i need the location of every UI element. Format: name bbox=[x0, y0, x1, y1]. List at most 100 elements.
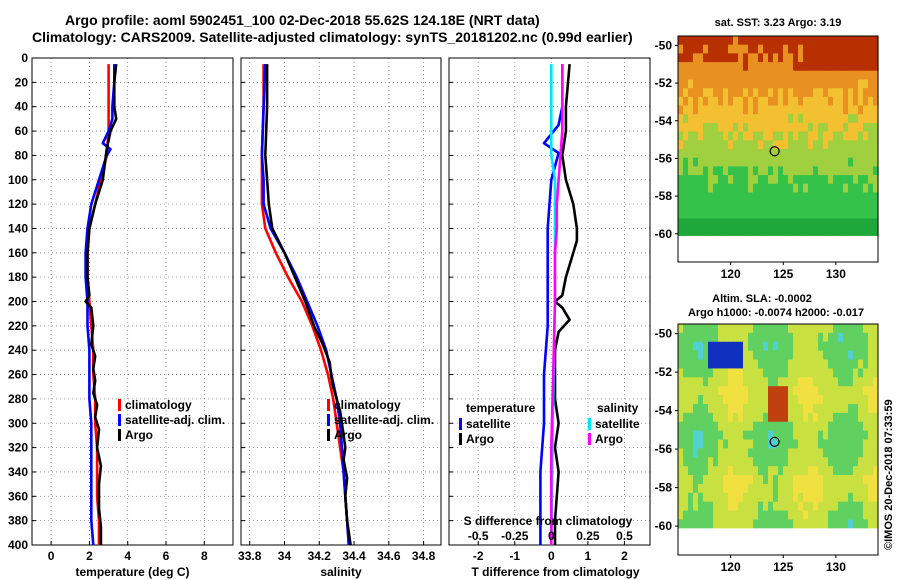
map-cell bbox=[823, 96, 829, 107]
map-cell bbox=[838, 430, 844, 441]
map-cell bbox=[768, 244, 774, 254]
map-cell bbox=[798, 466, 804, 476]
map-cell bbox=[863, 457, 869, 467]
map-cell bbox=[798, 332, 804, 343]
map-cell bbox=[743, 332, 749, 343]
map-cell bbox=[863, 175, 869, 185]
map-cell bbox=[813, 519, 819, 529]
map-cell bbox=[678, 341, 684, 352]
map-cell bbox=[788, 36, 794, 46]
map-cell bbox=[678, 359, 684, 370]
map-cell bbox=[828, 359, 834, 370]
map-cell bbox=[838, 175, 844, 185]
map-cell bbox=[813, 175, 819, 185]
map-cell bbox=[853, 157, 859, 167]
map-cell bbox=[788, 131, 794, 141]
map-cell bbox=[823, 457, 829, 467]
map-cell bbox=[773, 175, 779, 185]
map-cell bbox=[793, 201, 799, 211]
map-cell bbox=[768, 341, 774, 352]
map-cell bbox=[698, 377, 704, 387]
map-cell bbox=[868, 53, 874, 63]
map-cell bbox=[753, 218, 759, 228]
map-cell bbox=[778, 70, 784, 81]
map-cell bbox=[693, 386, 699, 396]
map-cell bbox=[758, 350, 764, 361]
map-cell bbox=[678, 403, 684, 414]
map-cell bbox=[873, 395, 879, 405]
map-cell bbox=[748, 395, 754, 405]
map-cell bbox=[708, 492, 714, 503]
map-cell bbox=[818, 457, 824, 467]
map-cell bbox=[863, 36, 869, 46]
map-cell bbox=[808, 395, 814, 405]
map-cell bbox=[763, 430, 769, 441]
map-cell bbox=[683, 519, 689, 529]
map-cell bbox=[863, 209, 869, 220]
legend-label: satellite bbox=[595, 417, 640, 431]
map-cell bbox=[818, 359, 824, 370]
map-cell bbox=[753, 114, 759, 124]
map-cell bbox=[683, 528, 689, 538]
map-cell bbox=[778, 79, 784, 89]
map-cell bbox=[713, 377, 719, 387]
map-cell bbox=[828, 235, 834, 246]
map-cell bbox=[678, 546, 684, 556]
map-cell bbox=[688, 227, 694, 237]
map-cell bbox=[778, 235, 784, 246]
map-cell bbox=[678, 448, 684, 458]
map-cell bbox=[763, 209, 769, 220]
map-cell bbox=[783, 412, 789, 423]
map-x-tick-label: 120 bbox=[721, 267, 741, 281]
map-cell bbox=[768, 235, 774, 246]
map-cell bbox=[708, 209, 714, 220]
map-cell bbox=[778, 466, 784, 476]
map-cell bbox=[713, 36, 719, 46]
map-cell bbox=[748, 36, 754, 46]
map-cell bbox=[868, 122, 874, 133]
map-cell bbox=[703, 546, 709, 556]
map-cell bbox=[848, 421, 854, 432]
map-cell bbox=[743, 96, 749, 107]
map-cell bbox=[848, 36, 854, 46]
map-cell bbox=[723, 448, 729, 458]
map-cell bbox=[703, 36, 709, 46]
map-cell bbox=[853, 79, 859, 89]
map-cell bbox=[708, 519, 714, 529]
map-cell bbox=[708, 166, 714, 176]
map-cell bbox=[863, 324, 869, 334]
map-cell bbox=[718, 79, 724, 89]
map-cell bbox=[788, 421, 794, 432]
map-cell bbox=[793, 140, 799, 150]
map-cell bbox=[863, 537, 869, 547]
map-cell bbox=[793, 44, 799, 54]
map-cell bbox=[843, 122, 849, 133]
map-cell bbox=[683, 201, 689, 211]
map-cell bbox=[833, 519, 839, 529]
map-cell bbox=[858, 457, 864, 467]
legend-swatch bbox=[588, 418, 591, 430]
map-cell bbox=[763, 492, 769, 503]
map-cell bbox=[793, 332, 799, 343]
map-cell bbox=[688, 105, 694, 115]
map-cell bbox=[698, 475, 704, 485]
map-cell bbox=[788, 96, 794, 107]
map-cell bbox=[808, 183, 814, 194]
map-cell bbox=[838, 412, 844, 423]
map-cell bbox=[803, 166, 809, 176]
map-cell bbox=[683, 430, 689, 441]
map-cell bbox=[828, 209, 834, 220]
figure-title-line1: Argo profile: aoml 5902451_100 02-Dec-20… bbox=[65, 12, 540, 28]
map-cell bbox=[693, 79, 699, 89]
map-cell bbox=[693, 149, 699, 159]
map-cell bbox=[723, 519, 729, 529]
map-cell bbox=[848, 70, 854, 81]
map-cell bbox=[758, 244, 764, 254]
map-cell bbox=[813, 332, 819, 343]
map-cell bbox=[773, 341, 779, 352]
map-cell bbox=[818, 149, 824, 159]
map-cell bbox=[858, 44, 864, 54]
map-cell bbox=[853, 122, 859, 133]
map-cell bbox=[783, 53, 789, 63]
map-cell bbox=[833, 332, 839, 343]
